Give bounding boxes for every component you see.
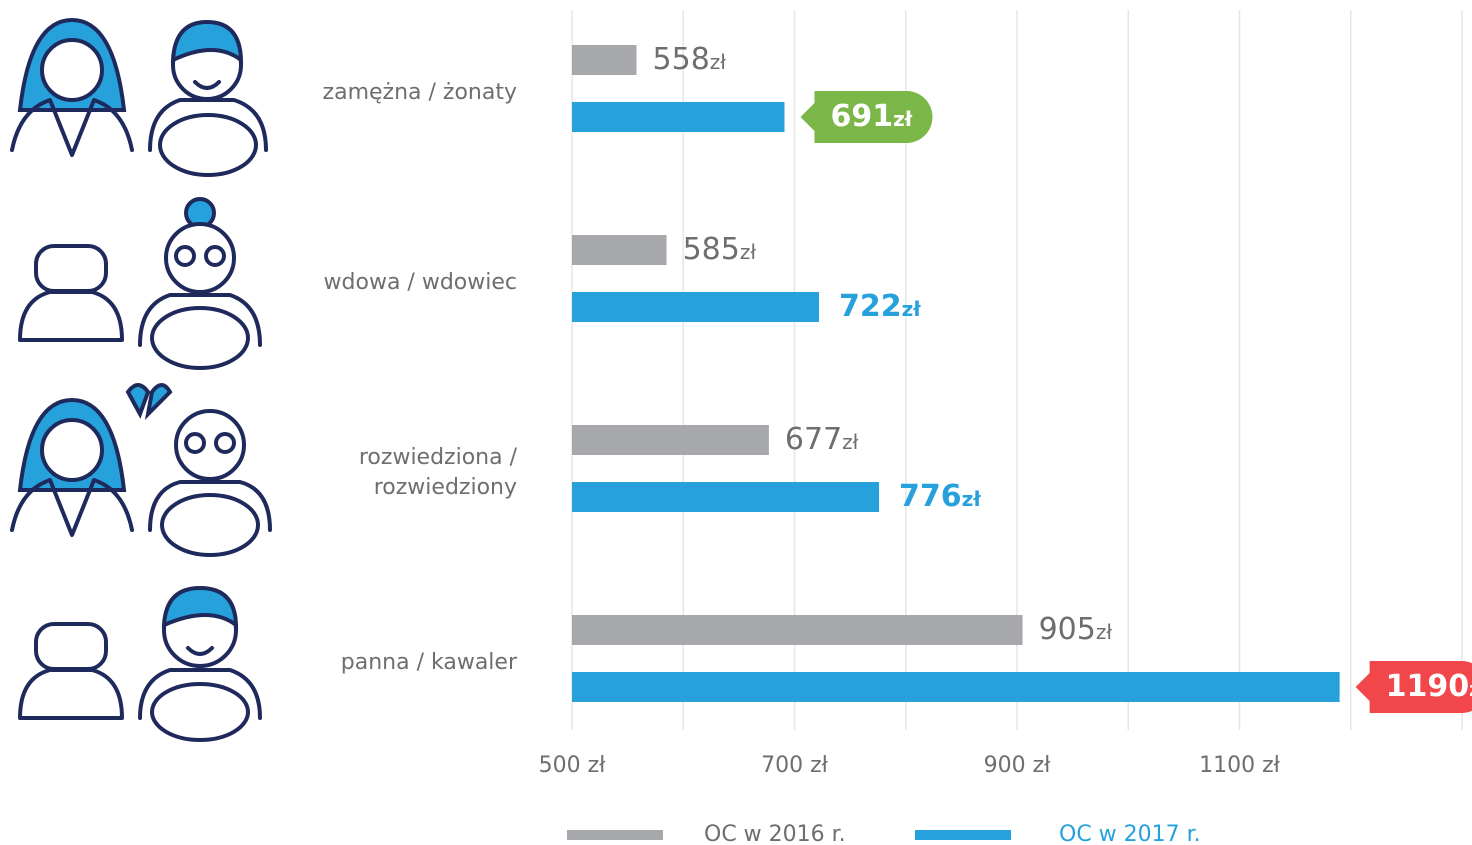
icon-single: [18, 585, 262, 742]
x-tick-label: 700 zł: [761, 753, 829, 778]
bar: [572, 425, 769, 455]
value-unit: zł: [842, 430, 858, 454]
bar: [572, 102, 785, 132]
highlight-badge: [800, 91, 933, 143]
highlight-badge: [1355, 661, 1472, 713]
value-label: 905zł: [1039, 612, 1113, 647]
value-number: 722: [839, 289, 902, 324]
legend-label: OC w 2017 r.: [1059, 822, 1201, 845]
bar: [572, 292, 819, 322]
x-tick-label: 900 zł: [984, 753, 1052, 778]
value-number: 677: [785, 422, 842, 457]
category-label: wdowa / wdowiec: [323, 270, 517, 295]
bar: [572, 615, 1023, 645]
icon-married: [10, 17, 268, 177]
category-label: zamężna / żonaty: [322, 80, 517, 105]
value-unit: zł: [893, 107, 913, 131]
value-label: 691zł: [830, 99, 912, 134]
value-label: 722zł: [839, 289, 921, 324]
value-number: 691: [830, 99, 893, 134]
legend-swatch: [567, 830, 663, 840]
value-number: 905: [1039, 612, 1096, 647]
category-label: rozwiedziona / rozwiedziony: [358, 445, 517, 500]
legend-swatch: [915, 830, 1011, 840]
value-number: 776: [899, 479, 962, 514]
value-label: 558zł: [653, 42, 727, 77]
value-unit: zł: [1469, 677, 1472, 701]
value-number: 585: [683, 232, 740, 267]
value-label: 677zł: [785, 422, 859, 457]
value-unit: zł: [902, 297, 922, 321]
bar: [572, 45, 637, 75]
x-tick-label: 500 zł: [539, 753, 607, 778]
value-number: 558: [653, 42, 710, 77]
category-label: panna / kawaler: [340, 650, 517, 675]
value-unit: zł: [710, 50, 726, 74]
legend-label: OC w 2016 r.: [704, 822, 846, 845]
value-label: 776zł: [899, 479, 981, 514]
value-unit: zł: [1096, 620, 1112, 644]
bar: [572, 482, 880, 512]
x-tick-label: 1100 zł: [1199, 753, 1281, 778]
bar: [572, 672, 1340, 702]
value-label: 1190zł: [1386, 669, 1472, 704]
bar: [572, 235, 667, 265]
icon-widowed: [18, 197, 262, 370]
value-number: 1190: [1386, 669, 1470, 704]
value-unit: zł: [740, 240, 756, 264]
icons: [10, 17, 272, 742]
value-unit: zł: [962, 487, 982, 511]
icon-divorced: [10, 383, 272, 557]
value-label: 585zł: [683, 232, 757, 267]
